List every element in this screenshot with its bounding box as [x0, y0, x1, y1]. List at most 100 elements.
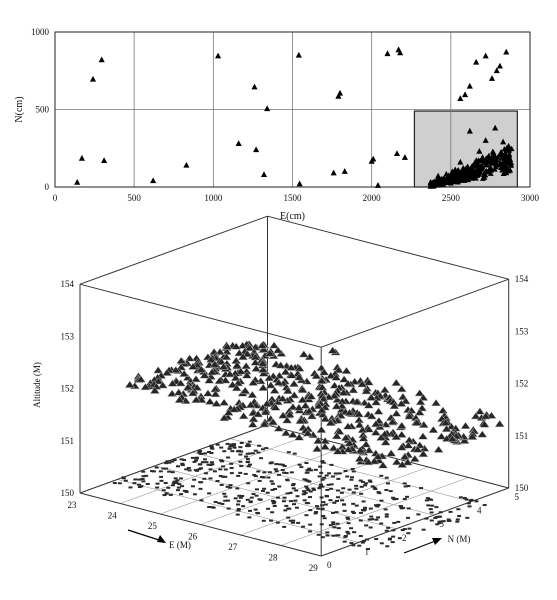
floor-projection-point [303, 478, 308, 481]
data-point [275, 361, 286, 369]
floor-projection-point [277, 485, 282, 488]
floor-projection-point [428, 508, 433, 511]
data-point [260, 171, 268, 177]
floor-projection-point [303, 492, 308, 495]
y-axis-arrow [403, 539, 439, 554]
data-point [366, 393, 377, 401]
floor-projection-point [424, 517, 429, 520]
z-tick-label: 154 [515, 274, 529, 284]
data-point [153, 366, 164, 374]
data-point [360, 440, 372, 448]
floor-projection-point [358, 479, 363, 482]
data-point [465, 169, 471, 175]
floor-projection-point [322, 476, 327, 479]
floor-projection-point [320, 507, 325, 510]
floor-projection-point [392, 521, 397, 524]
data-point [331, 432, 342, 440]
data-point [363, 401, 374, 409]
floor-projection-point [314, 505, 319, 508]
data-point [209, 360, 220, 368]
data-point [344, 439, 355, 447]
data-point [247, 390, 258, 398]
floor-projection-point [257, 479, 262, 482]
floor-projection-point [308, 523, 313, 526]
data-point [191, 395, 202, 403]
floor-projection-point [251, 452, 256, 455]
floor-projection-point [175, 479, 180, 482]
floor-projection-point [198, 452, 203, 455]
floor-projection-point [239, 450, 244, 453]
floor-projection-point [405, 495, 410, 498]
data-point [256, 341, 268, 349]
x-axis-arrowhead [157, 535, 166, 543]
data-point [294, 364, 305, 372]
floor-projection-point [255, 511, 260, 514]
floor-projection-point [297, 463, 302, 466]
floor-projection-point [436, 515, 441, 518]
data-point [270, 403, 281, 411]
box-edge [79, 215, 268, 285]
floor-projection-point [316, 507, 321, 510]
y-tick-label: 500 [36, 105, 50, 115]
data-point [253, 146, 260, 153]
floor-projection-point [426, 504, 431, 507]
floor-projection-point [235, 487, 240, 490]
floor-projection-point [272, 504, 277, 507]
data-point [465, 165, 472, 171]
data-point [282, 386, 294, 394]
floor-projection-point [294, 506, 299, 509]
floor-projection-point [309, 469, 314, 472]
data-point [503, 48, 510, 55]
x-tick-label: 3000 [521, 193, 540, 203]
floor-projection-point [237, 494, 242, 497]
floor-projection-point [176, 465, 181, 468]
data-point [507, 156, 514, 162]
floor-projection-point [223, 499, 228, 502]
floor-projection-point [171, 482, 176, 485]
floor-projection-point [176, 486, 181, 489]
floor-projection-point [407, 527, 412, 530]
floor-projection-point [141, 470, 146, 473]
data-point [341, 168, 348, 174]
floor-projection-point [351, 491, 356, 494]
data-point [336, 89, 344, 96]
floor-projection-point [396, 520, 401, 523]
data-point [354, 454, 365, 462]
box-edge [79, 424, 268, 494]
floor-projection-point [167, 470, 172, 473]
floor-projection-point [247, 452, 252, 455]
floor-projection-point [141, 475, 146, 478]
data-point [358, 434, 369, 442]
floor-projection-point [455, 518, 460, 521]
data-point [369, 457, 380, 465]
data-point [205, 355, 217, 363]
floor-projection-point [328, 524, 333, 527]
z-tick-label: 151 [515, 431, 529, 441]
data-point [210, 389, 221, 398]
floor-projection-point [342, 503, 347, 506]
data-point [311, 371, 322, 380]
floor-projection-point [416, 513, 421, 516]
floor-projection-point [374, 538, 379, 541]
data-point [303, 407, 315, 415]
floor-projection-point [269, 519, 274, 522]
data-point [387, 417, 398, 426]
data-point [480, 412, 491, 420]
data-point [414, 408, 425, 416]
floor-projection-point [455, 520, 460, 523]
x-tick-label: 1000 [204, 193, 223, 203]
data-point [325, 418, 336, 426]
data-point [393, 150, 401, 157]
floor-projection-point [158, 470, 163, 473]
floor-projection-point [376, 503, 381, 506]
floor-projection-point [320, 536, 325, 539]
data-point [466, 82, 473, 89]
floor-projection-point [232, 443, 237, 446]
floor-projection-point [229, 443, 234, 446]
data-point [218, 362, 229, 370]
data-point [327, 346, 338, 354]
data-point [78, 154, 85, 161]
data-point [441, 424, 452, 433]
floor-projection-point [275, 521, 280, 524]
